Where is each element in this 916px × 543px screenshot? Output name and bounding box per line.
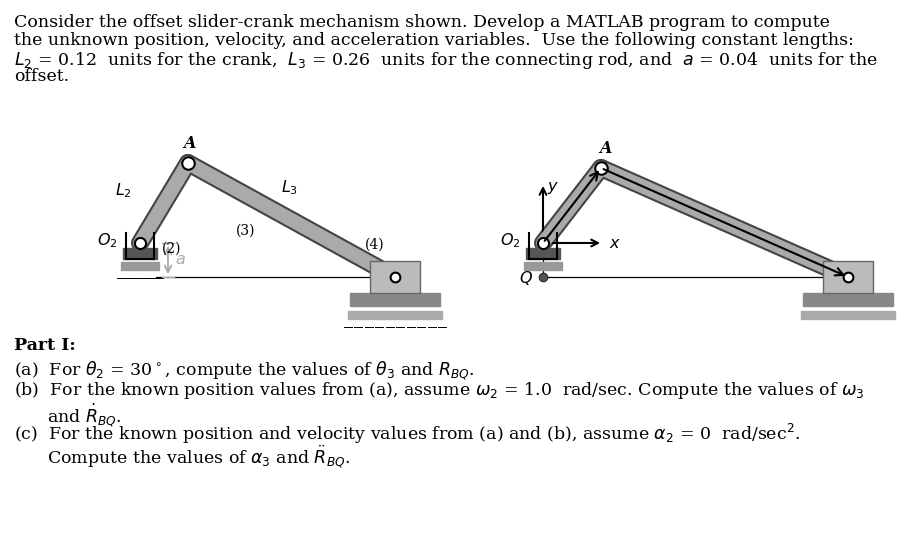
- Text: $y$: $y$: [547, 179, 559, 196]
- Bar: [524, 262, 562, 270]
- Text: Compute the values of $\alpha_3$ and $\ddot{R}_{BQ}$.: Compute the values of $\alpha_3$ and $\d…: [14, 443, 351, 470]
- Bar: [526, 248, 560, 259]
- Text: $L_2$: $L_2$: [115, 181, 132, 200]
- Text: $O_2$: $O_2$: [500, 232, 521, 250]
- Text: $x$: $x$: [609, 235, 621, 251]
- Bar: [801, 311, 895, 319]
- Bar: [803, 293, 893, 306]
- Bar: [823, 261, 873, 293]
- Text: A: A: [599, 140, 611, 157]
- Text: $a$: $a$: [175, 251, 186, 268]
- Text: (4): (4): [365, 238, 385, 252]
- Text: $O_2$: $O_2$: [97, 232, 118, 250]
- Text: $L_3$: $L_3$: [281, 178, 298, 197]
- Text: (2): (2): [162, 242, 181, 256]
- Text: (a)  For $\theta_2$ = 30$^\circ$, compute the values of $\theta_3$ and $R_{BQ}$.: (a) For $\theta_2$ = 30$^\circ$, compute…: [14, 359, 474, 382]
- Text: (c)  For the known position and velocity values from (a) and (b), assume $\alpha: (c) For the known position and velocity …: [14, 422, 801, 446]
- Text: the unknown position, velocity, and acceleration variables.  Use the following c: the unknown position, velocity, and acce…: [14, 32, 854, 49]
- Text: B: B: [856, 265, 869, 282]
- Text: offset.: offset.: [14, 68, 69, 85]
- Bar: [123, 248, 157, 259]
- Text: (3): (3): [236, 224, 256, 238]
- Text: $L_2$ = 0.12  units for the crank,  $L_3$ = 0.26  units for the connecting rod, : $L_2$ = 0.12 units for the crank, $L_3$ …: [14, 50, 878, 71]
- Text: Consider the offset slider-crank mechanism shown. Develop a MATLAB program to co: Consider the offset slider-crank mechani…: [14, 14, 830, 31]
- Bar: [121, 262, 159, 270]
- Bar: [350, 293, 440, 306]
- Text: Part I:: Part I:: [14, 337, 76, 354]
- Text: B: B: [403, 265, 417, 282]
- Text: $Q$: $Q$: [519, 269, 533, 287]
- Bar: [370, 261, 420, 293]
- Text: A: A: [183, 135, 195, 152]
- Text: and $\dot{R}_{BQ}$.: and $\dot{R}_{BQ}$.: [14, 401, 122, 429]
- Text: (b)  For the known position values from (a), assume $\omega_2$ = 1.0  rad/sec. C: (b) For the known position values from (…: [14, 380, 865, 401]
- Bar: [348, 311, 442, 319]
